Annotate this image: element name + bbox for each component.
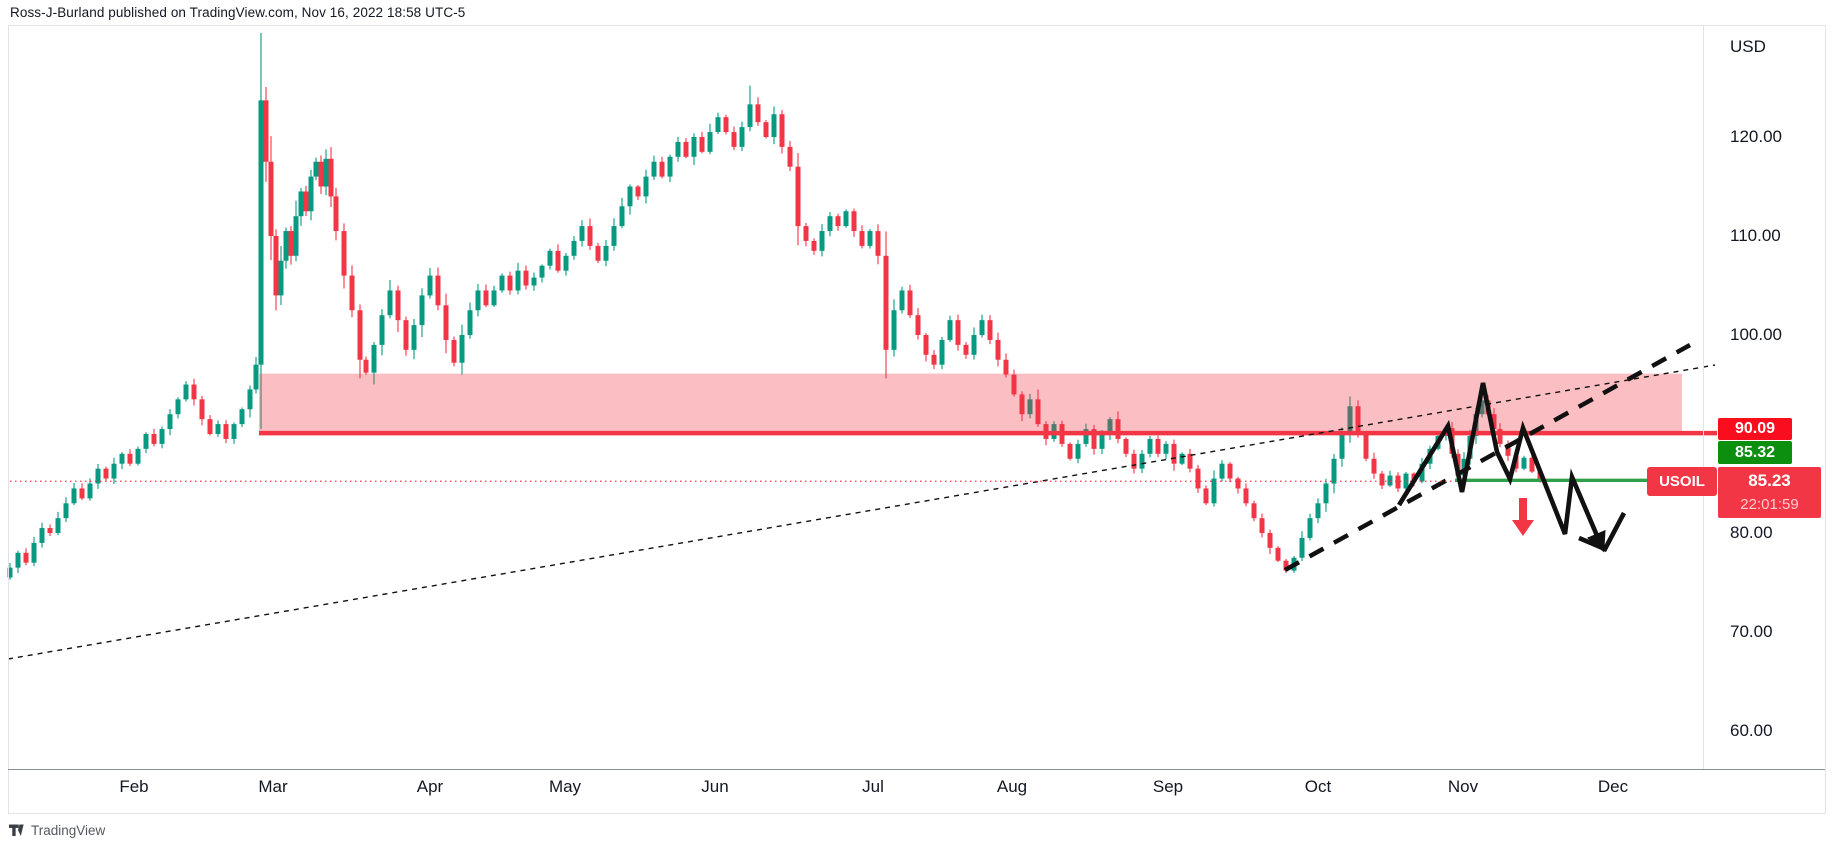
month-label: Aug — [996, 777, 1028, 796]
month-label: Jun — [701, 777, 729, 796]
currency-label: USD — [1730, 37, 1766, 56]
countdown-timer: 22:01:59 — [1740, 496, 1799, 513]
support-price-badge: 85.32 — [1718, 441, 1792, 464]
month-label: Dec — [1597, 777, 1629, 796]
month-label: Mar — [258, 777, 288, 796]
price-tick-label: 70.00 — [1730, 622, 1773, 641]
price-tick-label: 110.00 — [1730, 226, 1781, 245]
tradingview-brand-text: TradingView — [31, 823, 106, 838]
last-price-value: 85.23 — [1748, 471, 1791, 490]
month-label: Jul — [862, 777, 884, 796]
month-label: May — [548, 777, 582, 796]
last-price-badge: 85.23 22:01:59 — [1718, 467, 1821, 518]
attribution-header: Ross-J-Burland published on TradingView.… — [10, 5, 466, 20]
tradingview-logo-icon — [9, 824, 24, 837]
month-label: Sep — [1152, 777, 1184, 796]
symbol-tag: USOIL — [1647, 467, 1717, 496]
month-label: Feb — [119, 777, 149, 796]
price-tick-label: 60.00 — [1730, 721, 1773, 740]
month-label: Nov — [1447, 777, 1479, 796]
resistance-price-badge: 90.09 — [1718, 418, 1792, 440]
tradingview-watermark: TradingView — [9, 823, 105, 838]
month-label: Apr — [416, 777, 444, 796]
candles — [7, 33, 1543, 580]
price-tick-label: 120.00 — [1730, 127, 1782, 146]
price-tick-label: 100.00 — [1730, 325, 1782, 344]
month-label: Oct — [1304, 777, 1332, 796]
price-tick-label: 80.00 — [1730, 523, 1773, 542]
